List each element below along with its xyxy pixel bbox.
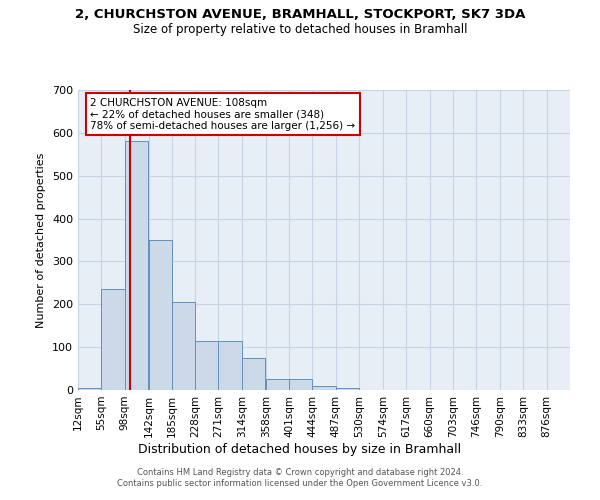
Text: Size of property relative to detached houses in Bramhall: Size of property relative to detached ho…	[133, 22, 467, 36]
Bar	[289, 380, 313, 390]
Bar	[125, 142, 148, 390]
Text: Contains HM Land Registry data © Crown copyright and database right 2024.
Contai: Contains HM Land Registry data © Crown c…	[118, 468, 482, 487]
Text: Distribution of detached houses by size in Bramhall: Distribution of detached houses by size …	[139, 442, 461, 456]
Bar	[266, 380, 289, 390]
Bar	[172, 302, 195, 390]
Text: 2 CHURCHSTON AVENUE: 108sqm
← 22% of detached houses are smaller (348)
78% of se: 2 CHURCHSTON AVENUE: 108sqm ← 22% of det…	[90, 98, 355, 130]
Bar	[78, 388, 101, 390]
Bar	[313, 386, 335, 390]
Bar	[218, 340, 242, 390]
Bar	[149, 240, 172, 390]
Bar	[101, 290, 125, 390]
Text: 2, CHURCHSTON AVENUE, BRAMHALL, STOCKPORT, SK7 3DA: 2, CHURCHSTON AVENUE, BRAMHALL, STOCKPOR…	[75, 8, 525, 20]
Bar	[335, 388, 359, 390]
Bar	[242, 358, 265, 390]
Bar	[195, 340, 218, 390]
Y-axis label: Number of detached properties: Number of detached properties	[37, 152, 46, 328]
